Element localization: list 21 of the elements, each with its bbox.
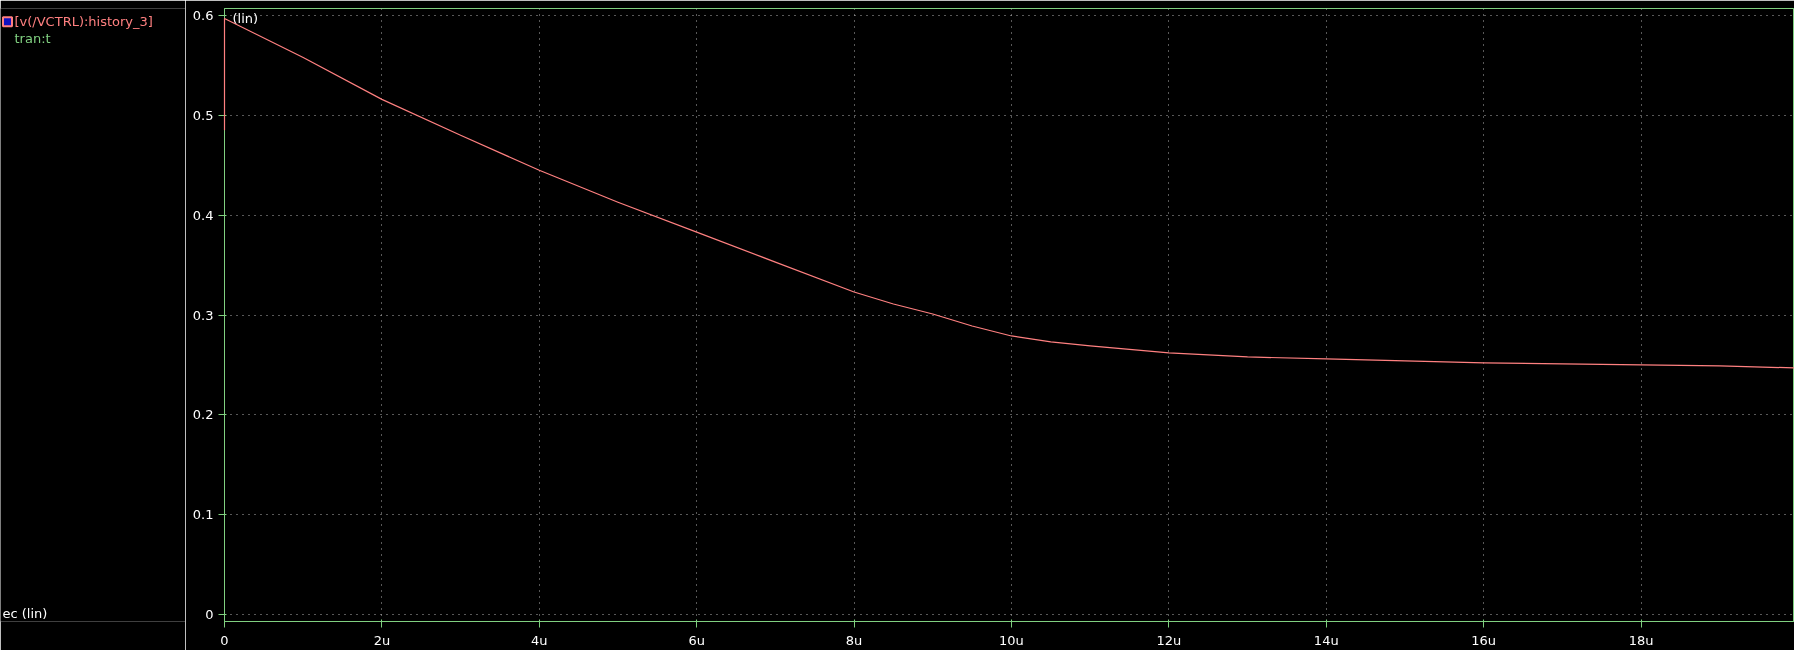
y-tick-label: 0.6 [192, 7, 214, 23]
y-tick-label: 0.5 [192, 107, 214, 123]
x-tick-label: 2u [373, 632, 391, 648]
text: ec (lin) [2, 606, 48, 622]
legend-label: [v(/VCTRL):history_3] [14, 14, 153, 30]
x-tick-label: 14u [1313, 632, 1339, 648]
x-tick-label: 8u [845, 632, 863, 648]
x-tick-label: 12u [1156, 632, 1182, 648]
y-tick-label: 0 [205, 607, 214, 623]
x-tick-label: 0 [220, 632, 229, 648]
x-tick-label: 16u [1471, 632, 1497, 648]
x-tick-label: 18u [1628, 632, 1654, 648]
y-tick-label: 0.2 [192, 407, 214, 423]
x-tick-label: 4u [531, 632, 548, 648]
y-tick-label: 0.3 [192, 307, 214, 323]
y-tick-label: 0.1 [192, 507, 214, 523]
text: tran:t [14, 31, 51, 47]
y-tick-label: 0.4 [192, 207, 214, 223]
x-tick-label: 10u [999, 632, 1024, 648]
x-tick-label: 6u [688, 632, 705, 648]
y-axis-title: (lin) [232, 10, 259, 26]
